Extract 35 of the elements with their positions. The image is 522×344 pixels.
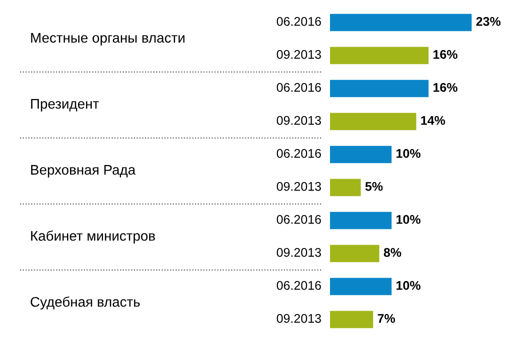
series-label: 09.2013 [276,50,321,59]
data-label: 10% [396,215,420,224]
text: 09.2013 [276,116,321,125]
bar [330,310,374,328]
data-label: 23% [476,17,501,26]
bar [330,46,429,64]
data-label: 10% [396,281,420,290]
data-label: 16% [434,50,458,59]
series-label: 06.2016 [276,17,321,26]
bar [330,146,392,164]
text: 09.2013 [276,248,321,257]
data-label: 8% [384,248,402,257]
y-tick-label: Судебная власть [30,296,140,310]
bar [330,14,472,32]
data-label: 14% [421,116,446,125]
text: 06.2016 [276,149,321,158]
y-tick-label: Местные органы власти [31,33,184,46]
y-tick-label: Верховная Рада [31,165,136,178]
text: 06.2016 [276,281,321,290]
text: 06.2016 [276,215,321,224]
data-label: 5% [365,182,383,191]
data-label: 16% [434,83,458,92]
text: 09.2013 [276,182,321,191]
bar [330,244,380,262]
y-tick-label: Кабинет министров [31,230,155,244]
bar [330,278,392,296]
data-label: 10% [396,149,420,158]
y-tick-label: Президент [31,99,99,112]
bar [330,212,392,230]
bar [330,178,361,196]
bar [330,112,416,130]
text: 06.2016 [276,83,321,92]
bar [330,80,429,98]
text: 09.2013 [276,314,321,323]
data-label: 7% [378,314,396,323]
